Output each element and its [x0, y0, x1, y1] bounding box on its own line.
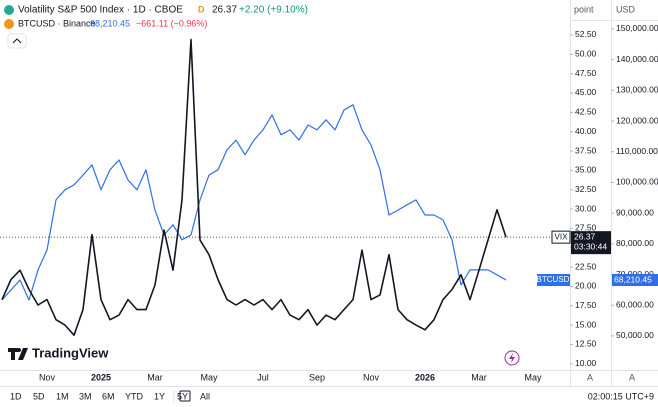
x-tick-label: Nov: [363, 372, 380, 382]
x-tick-label: 2026: [415, 372, 435, 382]
x-tick-label: Mar: [147, 372, 163, 382]
price-tag: 26.37: [574, 231, 596, 241]
symbol-icon: [4, 19, 14, 29]
clock: 02:00:15 UTC+9: [588, 391, 654, 401]
y-tick-label: 20.00: [575, 281, 597, 291]
y-tick-label: 37.50: [575, 145, 597, 155]
y2-tick-label: 110,000.00: [616, 146, 658, 156]
y-tick-label: 40.00: [575, 126, 597, 136]
legend-price: 26.37: [212, 5, 237, 16]
range-button[interactable]: 3M: [79, 391, 92, 401]
y2-tick-label: 100,000.00: [616, 177, 658, 187]
y2-tick-label: 80,000.00: [616, 238, 654, 248]
range-button[interactable]: 1M: [56, 391, 69, 401]
y-tick-label: 47.50: [575, 68, 597, 78]
y-tick-label: 15.00: [575, 319, 597, 329]
range-button[interactable]: 5Y: [177, 391, 188, 401]
y-tick-label: 17.50: [575, 300, 597, 310]
range-button[interactable]: 5D: [33, 391, 45, 401]
legend-change: +2.20 (+9.10%): [239, 5, 308, 16]
price-tag-bg: [612, 274, 658, 287]
y2-tick-label: 90,000.00: [616, 207, 654, 217]
y2-tick-label: 60,000.00: [616, 299, 654, 309]
x-tick-label: Mar: [471, 372, 487, 382]
countdown: 03:30:44: [574, 241, 607, 251]
y2-tick-label: 50,000.00: [616, 330, 654, 340]
y-tick-label: 45.00: [575, 87, 597, 97]
x-tick-label: May: [200, 372, 218, 382]
range-button[interactable]: 1Y: [154, 391, 165, 401]
legend-price: 68,210.45: [90, 18, 130, 28]
axis-unit: point: [574, 4, 594, 14]
calendar-button[interactable]: [179, 390, 191, 402]
plot-area: [0, 38, 570, 336]
toolbar: 1D 5D 1M 3M 6M YTD 1Y 5Y All: [10, 390, 210, 403]
collapse-icon: [12, 38, 22, 44]
y2-tick-label: 70,000.00: [616, 269, 654, 279]
price-tag-bg: [571, 231, 611, 255]
y-tick-label: 22.50: [575, 261, 597, 271]
symbol-icon: [4, 5, 14, 15]
x-tick-label: Sep: [309, 372, 325, 382]
y-tick-label: 27.50: [575, 223, 597, 233]
x-tick-label: Jul: [257, 372, 269, 382]
alert-glyph: [509, 353, 515, 363]
brand: TradingView: [32, 345, 109, 360]
axis-mode-button[interactable]: A: [629, 372, 635, 382]
x-tick-label: Nov: [39, 372, 56, 382]
price-tag: 68,210.45: [614, 274, 652, 284]
y-tick-label: 32.50: [575, 184, 597, 194]
price-tag-name-bg: [551, 230, 571, 244]
x-tick-label: 2025: [91, 372, 111, 382]
axis-mode-button[interactable]: A: [587, 372, 593, 382]
series-line: [1, 104, 507, 301]
y2-tick-label: 150,000.00: [616, 23, 658, 33]
range-button[interactable]: All: [200, 391, 210, 401]
legend-title[interactable]: Volatility S&P 500 Index · 1D · CBOE: [18, 5, 183, 16]
x-tick-label: May: [524, 372, 542, 382]
y-tick-label: 42.50: [575, 107, 597, 117]
y2-tick-label: 130,000.00: [616, 85, 658, 95]
range-button[interactable]: YTD: [125, 391, 144, 401]
price-tag-name: BTCUSD: [537, 275, 570, 284]
y-tick-label: 30.00: [575, 203, 597, 213]
collapse-button[interactable]: [7, 33, 27, 49]
y2-tick-label: 120,000.00: [616, 115, 658, 125]
series-line: [1, 38, 507, 336]
legend-title[interactable]: BTCUSD · Binance: [18, 18, 96, 28]
range-button[interactable]: 1D: [10, 391, 22, 401]
legend-change: −661.11 (−0.96%): [136, 18, 207, 28]
delay-flag: D: [198, 4, 205, 14]
y-tick-label: 35.00: [575, 165, 597, 175]
y-tick-label: 10.00: [575, 358, 597, 368]
price-tag-name: VIX: [555, 232, 569, 241]
y-tick-label: 12.50: [575, 339, 597, 349]
axis-unit: USD: [616, 4, 636, 14]
y-tick-label: 52.50: [575, 29, 597, 39]
price-tag-name-bg: [537, 274, 570, 287]
brand-logo: [8, 348, 28, 360]
range-button[interactable]: 6M: [102, 391, 115, 401]
y-tick-label: 50.00: [575, 49, 597, 59]
y2-tick-label: 140,000.00: [616, 54, 658, 64]
